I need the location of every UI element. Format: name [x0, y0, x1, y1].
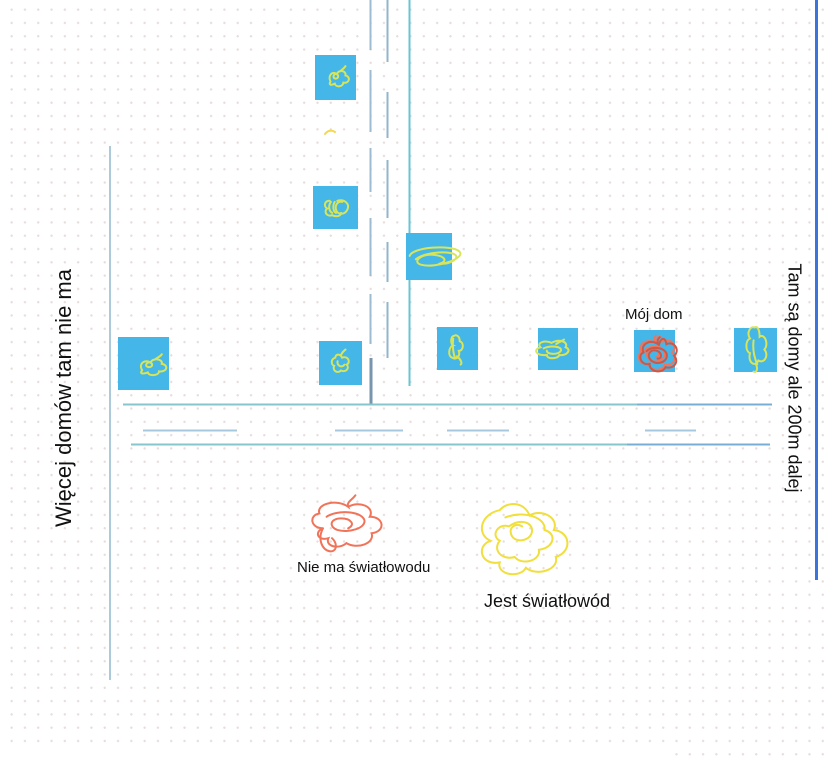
- scribble: [317, 192, 355, 225]
- scribble: [324, 346, 358, 381]
- no-fiber-scribble: [305, 492, 395, 558]
- has-fiber-scribble: [468, 494, 580, 584]
- house-5: [319, 341, 362, 385]
- bottom-margin: [0, 744, 665, 761]
- scribble: [528, 333, 575, 366]
- label-has-fiber: Jest światłowód: [484, 591, 611, 611]
- scribble: [322, 62, 354, 93]
- label-my-house: Mój dom: [625, 306, 683, 323]
- house-3: [406, 233, 452, 280]
- house-4: [118, 337, 169, 390]
- scribble: [738, 322, 774, 377]
- scribble: [405, 240, 467, 274]
- tiny-yellow-dash: [324, 129, 336, 136]
- label-more-houses: Więcej domów tam nie ma: [51, 269, 76, 527]
- label-no-fiber: Nie ma światłowodu: [297, 559, 431, 576]
- scribble: [131, 350, 173, 382]
- my-home-scribble: [634, 328, 678, 374]
- scribble: [442, 329, 470, 370]
- label-houses-200m: Tam są domy ale 200m dalej: [784, 263, 805, 493]
- house-6: [437, 327, 478, 370]
